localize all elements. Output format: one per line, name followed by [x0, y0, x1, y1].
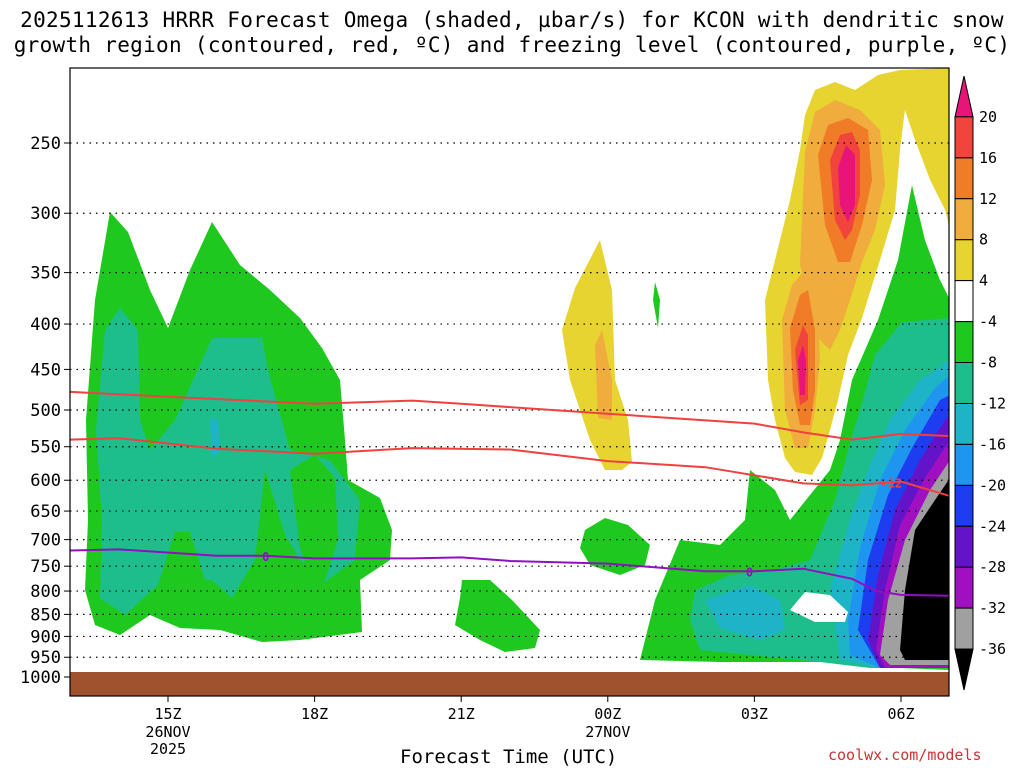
colorbar-label: 8	[979, 231, 988, 249]
colorbar-swatch	[954, 484, 974, 527]
x-tick-label: 03Z	[741, 705, 768, 723]
omega-region-left-mod	[96, 308, 360, 615]
colorbar-label: -24	[979, 517, 1006, 535]
colorbar-swatch	[954, 116, 974, 159]
dendritic-contour-line	[70, 437, 949, 497]
colorbar-label: -12	[979, 394, 1006, 412]
y-tick-label: 850	[30, 605, 61, 625]
ground-surface	[70, 672, 949, 696]
x-tick-label: 06Z	[887, 705, 914, 723]
omega-shading	[85, 68, 949, 670]
y-tick-label: 550	[30, 438, 61, 458]
chart-title-line1: 2025112613 HRRR Forecast Omega (shaded, …	[20, 8, 1004, 32]
colorbar-swatch	[954, 443, 974, 486]
dendritic-contour-line	[70, 390, 949, 441]
y-tick-label: 300	[30, 204, 61, 224]
y-tick-label: 450	[30, 360, 61, 380]
colorbar: 20 16 12 8 4 -4 -8 -12 -16 -20 -24 -28 -32 -36	[954, 75, 1006, 691]
freezing-level-line	[70, 548, 949, 597]
y-tick-label: 500	[30, 401, 61, 421]
colorbar-swatch	[954, 566, 974, 609]
colorbar-swatch	[954, 525, 974, 568]
colorbar-swatch	[954, 362, 974, 404]
x-tick-label: 21Z	[448, 705, 475, 723]
colorbar-swatch	[954, 607, 974, 650]
x-tick-date: 27NOV	[585, 723, 630, 741]
y-tick-label: 900	[30, 627, 61, 647]
contour-lines: -12 0 0	[70, 390, 949, 597]
y-tick-label: 350	[30, 264, 61, 284]
colorbar-swatch	[954, 402, 974, 445]
colorbar-swatch	[954, 648, 974, 691]
colorbar-label: 12	[979, 190, 997, 208]
colorbar-label: -4	[979, 313, 997, 331]
credit-link[interactable]: coolwx.com/models	[828, 746, 982, 764]
omega-region-mid	[455, 580, 540, 652]
y-tick-label: 950	[30, 648, 61, 668]
x-axis-label: Forecast Time (UTC)	[400, 746, 618, 768]
plot-area: -12 0 0	[70, 68, 949, 696]
colorbar-label: -16	[979, 435, 1006, 453]
colorbar-swatch	[954, 198, 974, 241]
omega-region-right-strong-core	[900, 479, 949, 660]
colorbar-label: 4	[979, 272, 988, 290]
freezing-level-label: 0	[262, 550, 269, 564]
colorbar-swatch	[954, 239, 974, 282]
plot-frame	[69, 67, 950, 697]
colorbar-swatch	[954, 75, 974, 118]
y-tick-label: 800	[30, 582, 61, 602]
x-tick-date: 26NOV	[145, 723, 190, 741]
colorbar-label: 20	[979, 108, 997, 126]
colorbar-label: -28	[979, 558, 1006, 576]
colorbar-label: -36	[979, 640, 1006, 658]
dendritic-contour-label: -12	[880, 476, 902, 490]
y-tick-label: 600	[30, 471, 61, 491]
y-tick-label: 700	[30, 531, 61, 551]
colorbar-label: -8	[979, 354, 997, 372]
x-tick-label: 18Z	[301, 705, 328, 723]
y-tick-label: 250	[30, 134, 61, 154]
colorbar-swatch	[954, 321, 974, 364]
freezing-level-label: 0	[746, 565, 753, 579]
colorbar-label: -32	[979, 599, 1006, 617]
y-axis: 2503003504004505005506006507007508008509…	[20, 134, 70, 688]
chart-title-line2: growth region (contoured, red, ºC) and f…	[13, 33, 1011, 57]
colorbar-swatch	[954, 280, 974, 323]
y-tick-label: 400	[30, 315, 61, 335]
x-tick-label: 00Z	[594, 705, 621, 723]
x-tick-year: 2025	[150, 740, 186, 758]
y-tick-label: 1000	[20, 668, 61, 688]
y-tick-label: 650	[30, 502, 61, 522]
colorbar-label: 16	[979, 149, 997, 167]
x-tick-label: 15Z	[154, 705, 181, 723]
y-tick-label: 750	[30, 557, 61, 577]
colorbar-label: -20	[979, 476, 1006, 494]
colorbar-swatch	[954, 157, 974, 200]
